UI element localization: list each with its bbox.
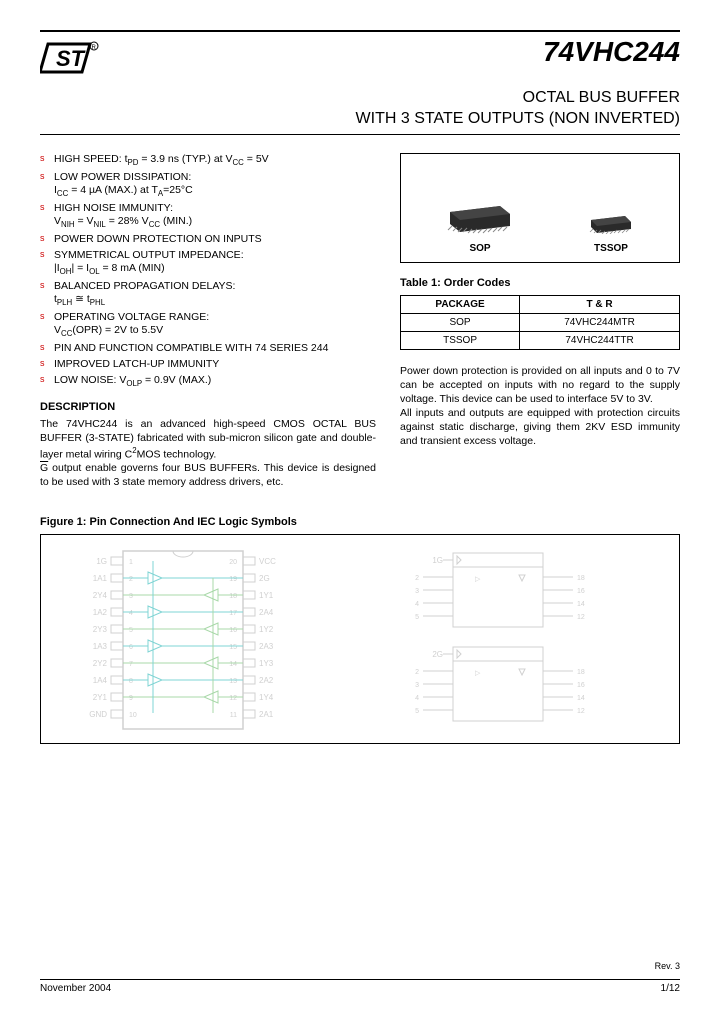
svg-text:3: 3 — [415, 588, 419, 595]
feature-item: HIGH NOISE IMMUNITY:VNIH = VNIL = 28% VC… — [40, 202, 376, 230]
svg-text:2Y2: 2Y2 — [93, 659, 108, 668]
svg-text:ST: ST — [56, 46, 86, 71]
sop-chip-icon — [445, 202, 515, 234]
revision: Rev. 3 — [40, 961, 680, 971]
svg-text:2G: 2G — [432, 650, 443, 659]
feature-item: PIN AND FUNCTION COMPATIBLE WITH 74 SERI… — [40, 342, 376, 355]
iec-logic-symbols: 1G ▷ 2 18 3 16 4 14 5 12 2G ▷ 2 18 3 16 4 14 5 12 — [353, 543, 653, 737]
svg-text:1A3: 1A3 — [93, 642, 108, 651]
svg-text:16: 16 — [229, 627, 237, 634]
svg-text:2Y4: 2Y4 — [93, 591, 108, 600]
svg-text:16: 16 — [577, 588, 585, 595]
svg-text:6: 6 — [129, 644, 133, 651]
svg-text:12: 12 — [577, 614, 585, 621]
svg-text:1A4: 1A4 — [93, 676, 108, 685]
svg-text:R: R — [92, 45, 97, 51]
svg-text:11: 11 — [230, 712, 237, 719]
subtitle: OCTAL BUS BUFFER WITH 3 STATE OUTPUTS (N… — [40, 88, 680, 130]
svg-text:1Y3: 1Y3 — [259, 659, 274, 668]
svg-text:1: 1 — [129, 559, 133, 566]
feature-item: IMPROVED LATCH-UP IMMUNITY — [40, 358, 376, 371]
figure1-caption: Figure 1: Pin Connection And IEC Logic S… — [40, 516, 680, 528]
svg-text:VCC: VCC — [259, 557, 276, 566]
footer-page: 1/12 — [661, 983, 680, 994]
feature-item: POWER DOWN PROTECTION ON INPUTS — [40, 233, 376, 246]
svg-text:2A4: 2A4 — [259, 608, 274, 617]
svg-text:1A1: 1A1 — [93, 574, 108, 583]
svg-text:4: 4 — [415, 601, 419, 608]
svg-text:2: 2 — [129, 576, 133, 583]
feature-item: SYMMETRICAL OUTPUT IMPEDANCE:|IOH| = IOL… — [40, 249, 376, 277]
package-diagram-box: SOP TSSOP — [400, 153, 680, 263]
svg-text:19: 19 — [229, 576, 237, 583]
svg-text:4: 4 — [129, 610, 133, 617]
svg-text:14: 14 — [577, 695, 585, 702]
svg-text:2Y3: 2Y3 — [93, 625, 108, 634]
feature-item: BALANCED PROPAGATION DELAYS:tPLH ≅ tPHL — [40, 280, 376, 308]
feature-item: HIGH SPEED: tPD = 3.9 ns (TYP.) at VCC =… — [40, 153, 376, 168]
tssop-chip-icon — [587, 214, 635, 234]
svg-text:2: 2 — [415, 575, 419, 582]
svg-text:3: 3 — [415, 682, 419, 689]
feature-item: OPERATING VOLTAGE RANGE:VCC(OPR) = 2V to… — [40, 311, 376, 339]
svg-text:18: 18 — [577, 669, 585, 676]
svg-text:15: 15 — [229, 644, 237, 651]
svg-text:17: 17 — [229, 610, 237, 617]
svg-text:18: 18 — [577, 575, 585, 582]
svg-text:4: 4 — [415, 695, 419, 702]
svg-text:1G: 1G — [96, 557, 107, 566]
feature-item: LOW NOISE: VOLP = 0.9V (MAX.) — [40, 374, 376, 389]
svg-text:5: 5 — [415, 708, 419, 715]
svg-text:8: 8 — [129, 678, 133, 685]
tssop-label: TSSOP — [587, 243, 635, 254]
feature-list: HIGH SPEED: tPD = 3.9 ns (TYP.) at VCC =… — [40, 153, 376, 390]
svg-text:2G: 2G — [259, 574, 270, 583]
svg-text:1Y2: 1Y2 — [259, 625, 274, 634]
description-heading: DESCRIPTION — [40, 401, 376, 413]
footer: Rev. 3 November 2004 1/12 — [40, 959, 680, 994]
svg-text:7: 7 — [129, 661, 133, 668]
svg-text:14: 14 — [229, 661, 237, 668]
svg-text:▷: ▷ — [475, 576, 481, 583]
footer-date: November 2004 — [40, 983, 111, 994]
svg-text:5: 5 — [129, 627, 133, 634]
svg-text:2A3: 2A3 — [259, 642, 274, 651]
svg-text:12: 12 — [577, 708, 585, 715]
svg-text:2Y1: 2Y1 — [93, 693, 108, 702]
svg-text:20: 20 — [229, 559, 237, 566]
svg-text:▷: ▷ — [475, 670, 481, 677]
order-codes-table: PACKAGET & R SOP74VHC244MTRTSSOP74VHC244… — [400, 295, 680, 350]
svg-text:5: 5 — [415, 614, 419, 621]
svg-text:9: 9 — [129, 695, 133, 702]
pin-connection-diagram: 1G VCC 1 20 1A1 2G 2 19 2Y4 1Y1 3 18 1A2 2A4 4 17 2Y3 1Y2… — [53, 543, 313, 737]
svg-text:10: 10 — [129, 712, 137, 719]
svg-text:12: 12 — [229, 695, 237, 702]
part-number: 74VHC244 — [543, 36, 680, 68]
svg-text:1G: 1G — [432, 556, 443, 565]
svg-text:14: 14 — [577, 601, 585, 608]
svg-text:3: 3 — [129, 593, 133, 600]
svg-text:2A1: 2A1 — [259, 710, 274, 719]
figure1-box: 1G VCC 1 20 1A1 2G 2 19 2Y4 1Y1 3 18 1A2 2A4 4 17 2Y3 1Y2… — [40, 534, 680, 744]
header: ST R 74VHC244 — [40, 36, 680, 80]
svg-text:1Y1: 1Y1 — [259, 591, 274, 600]
svg-text:18: 18 — [229, 593, 237, 600]
right-column-text: Power down protection is provided on all… — [400, 364, 680, 449]
svg-text:1Y4: 1Y4 — [259, 693, 274, 702]
feature-item: LOW POWER DISSIPATION:ICC = 4 µA (MAX.) … — [40, 171, 376, 199]
svg-text:13: 13 — [229, 678, 237, 685]
svg-text:2: 2 — [415, 669, 419, 676]
st-logo: ST R — [40, 36, 110, 80]
svg-text:GND: GND — [89, 710, 107, 719]
description-text: The 74VHC244 is an advanced high-speed C… — [40, 417, 376, 489]
table1-caption: Table 1: Order Codes — [400, 277, 680, 289]
sop-label: SOP — [445, 243, 515, 254]
svg-text:1A2: 1A2 — [93, 608, 108, 617]
svg-text:16: 16 — [577, 682, 585, 689]
svg-text:2A2: 2A2 — [259, 676, 274, 685]
